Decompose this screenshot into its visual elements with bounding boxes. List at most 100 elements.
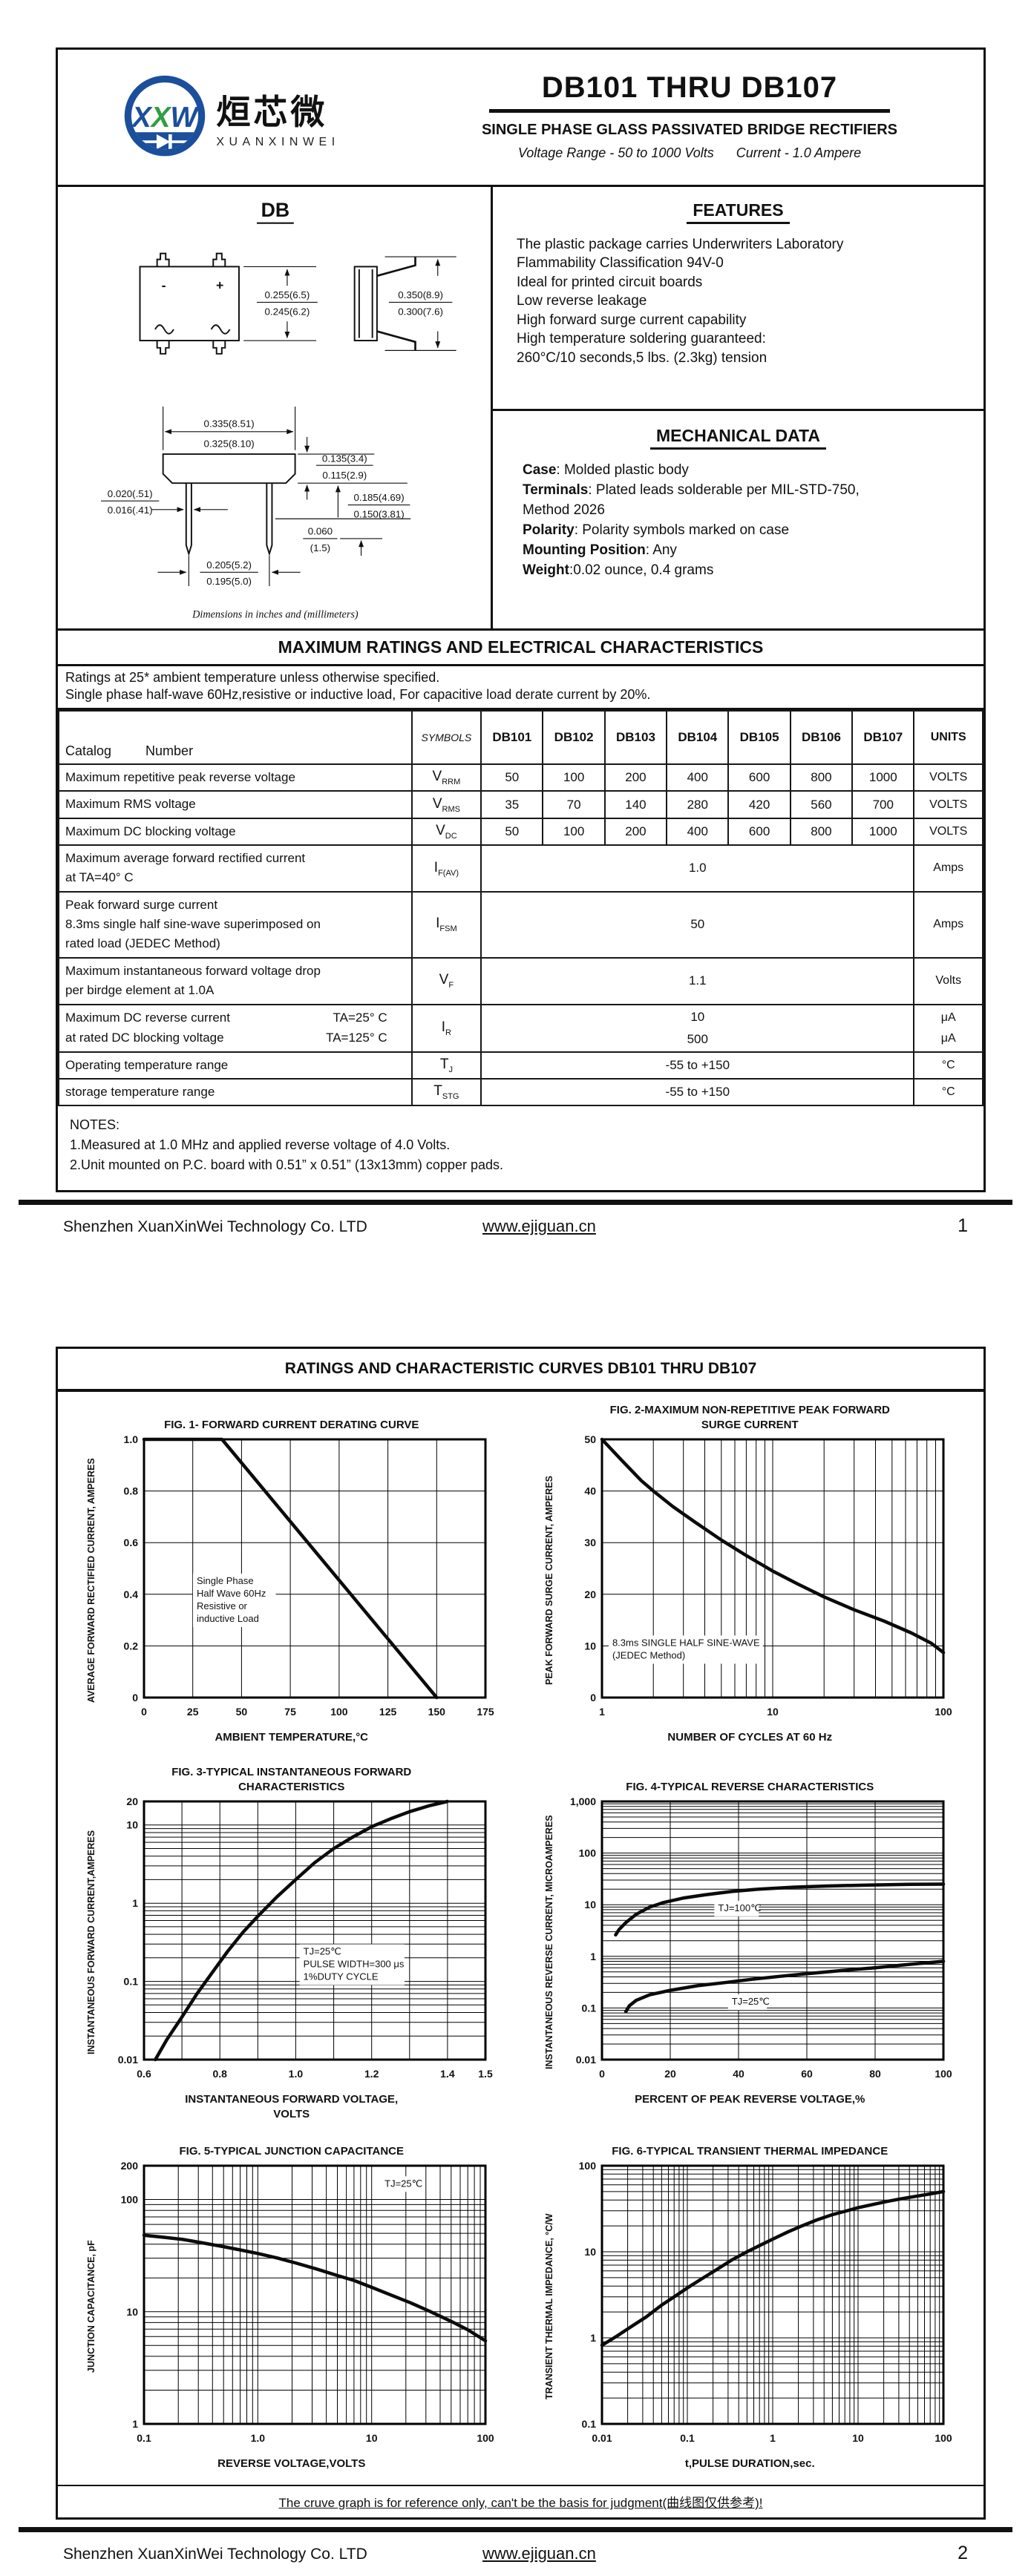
svg-text:inductive Load: inductive Load	[197, 1613, 259, 1624]
svg-text:175: 175	[477, 1706, 494, 1718]
row-label-line: at TA=40° C	[65, 870, 134, 885]
feature-line: 260°C/10 seconds,5 lbs. (2.3kg) tension	[517, 349, 767, 366]
value-cell: 400	[666, 763, 730, 792]
dim-lead-spacing-max: 0.205(5.2)	[206, 559, 252, 571]
unit-line: μA	[940, 1031, 956, 1045]
table-row: Maximum average forward rectified curren…	[58, 844, 983, 893]
svg-text:0: 0	[590, 1692, 596, 1703]
mechanical-term: Mounting Position	[523, 542, 646, 558]
catalog-label: Catalog	[65, 743, 112, 759]
table-row: Peak forward surge current 8.3ms single h…	[58, 890, 983, 959]
part-number-header: DB107	[851, 710, 915, 766]
mechanical-line: Case: Molded plastic body	[493, 461, 983, 481]
part-number-header: DB101	[480, 710, 544, 766]
svg-text:0.01: 0.01	[592, 2432, 612, 2444]
dim-lead-length-min: 0.150(3.81)	[353, 508, 404, 519]
test-condition: TA=125° C	[326, 1030, 387, 1045]
dim-standoff-inch: 0.060	[308, 526, 333, 537]
x-axis-label-line: VOLTS	[273, 2107, 310, 2120]
svg-text:10: 10	[366, 2432, 378, 2444]
x-axis-label: AMBIENT TEMPERATURE,°C	[215, 1730, 368, 1757]
svg-text:1: 1	[770, 2432, 776, 2444]
mechanical-term: Weight	[523, 562, 569, 578]
symbol-base: V	[432, 769, 442, 785]
part-number-header: DB106	[789, 710, 854, 766]
svg-text:0.6: 0.6	[123, 1537, 138, 1548]
dim-front-height-max: 0.135(3.4)	[322, 453, 367, 464]
symbol-base: I	[433, 859, 439, 875]
features-heading: FEATURES	[687, 200, 790, 224]
value-cell: 600	[727, 763, 791, 792]
figure-plot: 0 25 50 75 100 125 150 175 0 0.2 0.4 0.6 0.8 1.0 Singl…	[123, 1433, 494, 1718]
svg-text:0.8: 0.8	[212, 2068, 227, 2080]
row-label: Maximum repetitive peak reverse voltage	[58, 763, 413, 792]
voltage-range: Voltage Range - 50 to 1000 Volts	[517, 145, 714, 160]
figure-5: FIG. 5-TYPICAL JUNCTION CAPACITANCE JUNCT…	[62, 2129, 521, 2483]
mechanical-term: Polarity	[523, 522, 575, 538]
svg-text:0.1: 0.1	[582, 2002, 597, 2014]
x-axis-label-line: t,PULSE DURATION,sec.	[684, 2457, 815, 2471]
package-outline-drawing: DB - +	[101, 199, 456, 621]
svg-text:TJ=25℃: TJ=25℃	[384, 2178, 422, 2189]
mechanical-value: : Polarity symbols marked on case	[574, 522, 790, 538]
dim-body-height-min: 0.245(6.2)	[265, 306, 310, 317]
datasheet-frame-1: XXW 烜芯微 XUANXINWEI DB101 THRU DB107 SING…	[56, 47, 986, 1193]
note-line: 2.Unit mounted on P.C. board with 0.51” …	[70, 1157, 503, 1173]
symbol-cell: VRRM	[410, 763, 482, 792]
package-diagram-section: DB - +	[58, 187, 493, 628]
table-row: Maximum DC reverse current TA=25° C at rat…	[58, 1003, 983, 1053]
figure-4: FIG. 4-TYPICAL REVERSE CHARACTERISTICS IN…	[521, 1764, 980, 2121]
svg-text:40: 40	[585, 1485, 597, 1497]
row-label-text: Maximum DC reverse current	[65, 1011, 230, 1025]
svg-text:XXW: XXW	[131, 102, 200, 134]
symbol-subscript: FSM	[439, 924, 457, 934]
row-label-line: Maximum RMS voltage	[65, 797, 196, 812]
svg-text:1: 1	[590, 1951, 596, 1962]
title-underline	[489, 108, 890, 113]
value-cell: 1.1	[480, 956, 915, 1005]
symbol-base: I	[441, 1019, 446, 1035]
subtitle: SINGLE PHASE GLASS PASSIVATED BRIDGE REC…	[481, 121, 898, 138]
symbols-header: SYMBOLS	[410, 710, 482, 766]
svg-text:0.1: 0.1	[681, 2432, 695, 2444]
unit-cell: μA μA	[913, 1003, 983, 1053]
svg-text:0.4: 0.4	[123, 1588, 138, 1600]
package-front-view	[162, 453, 296, 556]
svg-text:Single Phase: Single Phase	[197, 1575, 254, 1586]
symbol-cell: IF(AV)	[410, 844, 482, 893]
x-axis-label: t,PULSE DURATION,sec.	[685, 2457, 815, 2483]
symbol-cell: TSTG	[410, 1077, 482, 1107]
symbol-base: I	[436, 916, 440, 932]
unit-cell: Amps	[913, 890, 983, 959]
unit-cell: °C	[913, 1077, 983, 1107]
part-number-header: DB103	[603, 710, 668, 766]
table-header-row: Catalog Number SYMBOLS DB101 DB102 DB103 DB104…	[58, 710, 983, 766]
value-cell: -55 to +150	[480, 1077, 915, 1107]
svg-text:30: 30	[585, 1537, 597, 1548]
part-number-header: DB104	[666, 710, 730, 766]
row-label: Maximum DC blocking voltage	[58, 817, 413, 847]
page2-footer: Shenzhen XuanXinWei Technology Co. LTD w…	[63, 2543, 968, 2564]
svg-text:100: 100	[579, 1847, 597, 1859]
figure-plot: 0.01 0.1 1 10 100 0.1 1 10 100	[579, 2160, 952, 2444]
mechanical-data-section: MECHANICAL DATA Case: Molded plastic bod…	[493, 411, 983, 628]
figure-plot: 0.1 1.0 10 100 1 10 100 200 TJ=25℃	[120, 2160, 494, 2444]
mechanical-line: Polarity: Polarity symbols marked on cas…	[493, 521, 983, 541]
svg-text:125: 125	[379, 1706, 397, 1718]
figure-title: FIG. 3-TYPICAL INSTANTANEOUS FORWARD CHAR…	[171, 1764, 411, 1794]
svg-text:75: 75	[284, 1706, 296, 1718]
symbol-cell: VF	[410, 956, 482, 1005]
number-label: Number	[145, 743, 194, 759]
company-name: Shenzhen XuanXinWei Technology Co. LTD	[63, 2546, 367, 2563]
value-cell: 600	[727, 817, 791, 847]
figure-plot-row: AVERAGE FORWARD RECTIFIED CURRENT, AMPER…	[86, 1432, 497, 1729]
svg-text:80: 80	[869, 2068, 881, 2080]
svg-text:1: 1	[132, 1897, 138, 1909]
y-axis-label: INSTANTANEOUS FORWARD CURRENT,AMPERES	[85, 1830, 96, 2055]
x-axis-label: PERCENT OF PEAK REVERSE VOLTAGE,%	[635, 2092, 865, 2119]
svg-text:10: 10	[852, 2432, 864, 2444]
datasheet-frame-2: RATINGS AND CHARACTERISTIC CURVES DB101 …	[56, 1347, 986, 2520]
x-axis-label: REVERSE VOLTAGE,VOLTS	[217, 2457, 365, 2483]
value-cell: 800	[789, 817, 854, 847]
ratings-table: Catalog Number SYMBOLS DB101 DB102 DB103 DB104…	[58, 710, 983, 1107]
